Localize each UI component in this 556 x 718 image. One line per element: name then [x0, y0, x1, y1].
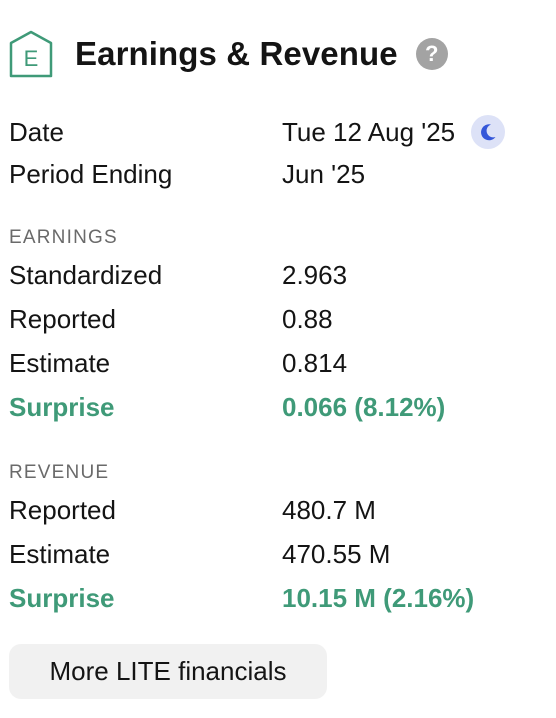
period-row: Period Ending Jun '25: [9, 156, 365, 192]
revenue-surprise-label: Surprise: [9, 582, 115, 613]
earnings-standardized-value: 2.963: [282, 259, 348, 290]
earnings-estimate-row: Estimate 0.814: [9, 345, 347, 381]
earnings-surprise-label: Surprise: [9, 391, 115, 422]
moon-icon[interactable]: [471, 115, 506, 149]
period-value: Jun '25: [282, 158, 366, 189]
revenue-surprise-value: 10.15 M (2.16%): [282, 582, 475, 613]
period-label: Period Ending: [9, 158, 173, 189]
earnings-surprise-value: 0.066 (8.12%): [282, 391, 446, 422]
revenue-surprise-row: Surprise 10.15 M (2.16%): [9, 580, 474, 616]
date-value: Tue 12 Aug '25: [282, 116, 456, 147]
earnings-badge-icon: E: [9, 30, 53, 78]
earnings-reported-label: Reported: [9, 303, 116, 334]
more-financials-button[interactable]: More LITE financials: [9, 644, 327, 699]
revenue-reported-row: Reported 480.7 M: [9, 492, 376, 528]
revenue-estimate-row: Estimate 470.55 M: [9, 536, 390, 572]
page-title: Earnings & Revenue: [75, 35, 398, 72]
date-row: Date Tue 12 Aug '25: [9, 114, 506, 150]
earnings-estimate-label: Estimate: [9, 347, 111, 378]
revenue-estimate-value: 470.55 M: [282, 538, 391, 569]
earnings-estimate-value: 0.814: [282, 347, 348, 378]
revenue-section-title: REVENUE: [9, 462, 110, 483]
earnings-standardized-label: Standardized: [9, 259, 163, 290]
card-header: E Earnings & Revenue ?: [9, 29, 448, 79]
earnings-badge-letter: E: [24, 46, 39, 71]
question-circle-icon[interactable]: ?: [415, 38, 448, 70]
earnings-surprise-row: Surprise 0.066 (8.12%): [9, 389, 445, 425]
earnings-reported-value: 0.88: [282, 303, 333, 334]
earnings-reported-row: Reported 0.88: [9, 301, 333, 337]
revenue-reported-label: Reported: [9, 494, 116, 525]
revenue-reported-value: 480.7 M: [282, 494, 376, 525]
earnings-section-title: EARNINGS: [9, 227, 118, 248]
earnings-standardized-row: Standardized 2.963: [9, 257, 347, 293]
revenue-estimate-label: Estimate: [9, 538, 111, 569]
date-label: Date: [9, 116, 64, 147]
